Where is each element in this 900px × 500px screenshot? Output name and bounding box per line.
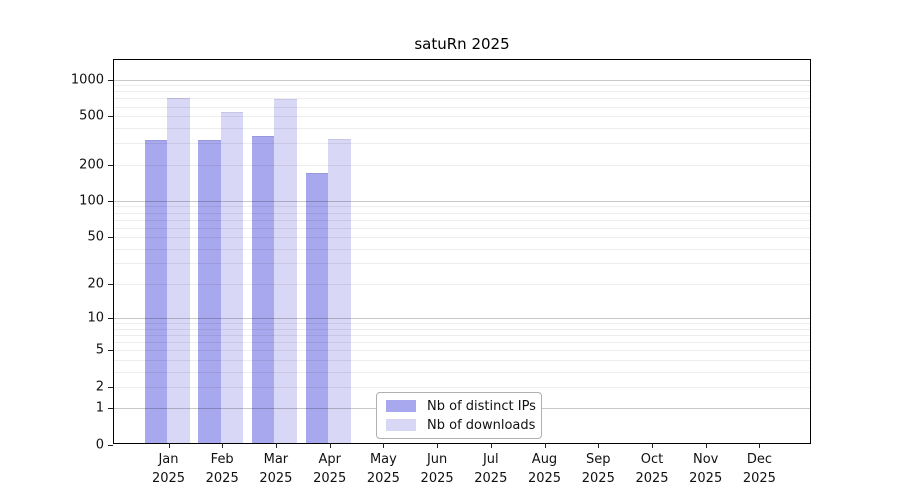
x-tick-mark <box>652 443 653 448</box>
y-tick-mark <box>108 386 113 388</box>
legend-swatch-nb-of-distinct-ips <box>386 400 416 412</box>
x-tick-mark <box>329 443 331 448</box>
x-tick-label: Mar 2025 <box>245 450 307 488</box>
x-tick-label: Nov 2025 <box>675 450 737 488</box>
year-label: 2025 <box>420 471 454 486</box>
legend-entry-nb-of-distinct-ips: Nb of distinct IPs <box>386 399 536 414</box>
month-label: Jul <box>482 452 499 467</box>
minor-gridline <box>114 127 810 129</box>
year-label: 2025 <box>151 471 186 486</box>
x-tick-label: Jul 2025 <box>460 450 522 488</box>
month-label: Nov <box>693 452 719 467</box>
minor-gridline <box>114 98 810 100</box>
bar-nb-of-downloads-feb <box>220 112 244 443</box>
x-tick-label: Oct 2025 <box>621 450 683 488</box>
x-tick-label: Jun 2025 <box>406 450 468 488</box>
x-tick-label: Jan 2025 <box>138 450 200 488</box>
y-tick-label: 500 <box>79 108 104 124</box>
y-tick-label: 2 <box>95 379 104 395</box>
y-tick-mark <box>108 350 113 352</box>
year-label: 2025 <box>527 471 562 486</box>
month-label: Jun <box>426 452 448 467</box>
minor-gridline <box>114 91 810 93</box>
month-label: Mar <box>263 452 289 467</box>
x-tick-mark <box>383 443 385 448</box>
y-tick-mark <box>108 318 113 320</box>
year-label: 2025 <box>313 471 347 486</box>
x-tick-mark <box>598 443 600 448</box>
month-label: Oct <box>640 452 664 467</box>
minor-gridline <box>114 106 810 108</box>
year-label: 2025 <box>689 471 723 486</box>
x-tick-label: May 2025 <box>352 450 414 488</box>
y-tick-label: 5 <box>95 342 104 358</box>
x-tick-mark <box>544 443 546 448</box>
bar-nb-of-distinct-ips-mar <box>251 136 275 443</box>
legend: Nb of distinct IPs Nb of downloads <box>376 392 542 439</box>
y-tick-mark <box>108 116 113 118</box>
x-tick-mark <box>759 443 761 448</box>
bar-nb-of-downloads-jan <box>167 98 190 443</box>
year-label: 2025 <box>474 471 508 486</box>
month-label: Jan <box>158 452 179 467</box>
year-label: 2025 <box>205 471 239 486</box>
legend-entry-nb-of-downloads: Nb of downloads <box>386 417 536 433</box>
x-tick-label: Feb 2025 <box>191 450 253 488</box>
y-tick-label: 1 <box>95 400 104 416</box>
x-tick-label: Apr 2025 <box>299 450 361 488</box>
bar-nb-of-downloads-apr <box>328 139 351 443</box>
bar-nb-of-distinct-ips-jan <box>144 140 167 443</box>
x-tick-mark <box>168 443 170 448</box>
bar-nb-of-distinct-ips-feb <box>198 140 221 443</box>
y-tick-mark <box>108 164 113 166</box>
y-tick-mark <box>108 200 113 202</box>
legend-label: Nb of distinct IPs <box>427 398 536 414</box>
y-tick-label: 0 <box>95 437 104 453</box>
plot-area: 0 1 2 5 10 20 50 100 200 500 1000 Jan 2025 Feb 2025 Mar… <box>71 59 811 486</box>
y-tick-mark <box>108 445 113 446</box>
month-label: Aug <box>531 452 558 467</box>
x-tick-mark <box>490 443 492 448</box>
month-label: Apr <box>318 452 341 467</box>
y-tick-mark <box>108 237 113 238</box>
month-label: Sep <box>586 452 611 467</box>
y-tick-label: 50 <box>87 229 104 245</box>
legend-label: Nb of downloads <box>427 417 536 433</box>
minor-gridline <box>114 85 810 87</box>
month-label: Dec <box>746 452 772 467</box>
year-label: 2025 <box>581 471 615 486</box>
x-tick-label: Dec 2025 <box>728 450 790 488</box>
x-tick-label: Sep 2025 <box>567 450 629 488</box>
year-label: 2025 <box>366 471 400 486</box>
y-tick-mark <box>108 284 113 285</box>
y-tick-label: 100 <box>79 193 104 209</box>
year-label: 2025 <box>259 471 293 486</box>
legend-swatch-nb-of-downloads <box>386 419 416 431</box>
y-tick-label: 1000 <box>70 72 104 87</box>
bar-nb-of-downloads-mar <box>274 99 297 443</box>
major-gridline <box>114 79 810 81</box>
x-tick-mark <box>705 443 707 448</box>
chart-title: satuRn 2025 <box>414 35 510 53</box>
x-tick-mark <box>222 443 224 448</box>
month-label: May <box>369 452 397 467</box>
y-tick-label: 10 <box>87 310 104 326</box>
x-tick-mark <box>437 443 439 448</box>
bar-nb-of-distinct-ips-apr <box>305 172 329 443</box>
year-label: 2025 <box>742 471 776 486</box>
month-label: Feb <box>210 452 234 467</box>
y-tick-label: 20 <box>87 276 104 292</box>
x-tick-label: Aug 2025 <box>514 450 576 488</box>
x-tick-mark <box>275 443 277 448</box>
y-tick-mark <box>108 79 113 81</box>
minor-gridline <box>114 116 810 118</box>
y-tick-mark <box>108 408 113 410</box>
year-label: 2025 <box>635 471 669 486</box>
y-tick-label: 200 <box>79 157 104 172</box>
